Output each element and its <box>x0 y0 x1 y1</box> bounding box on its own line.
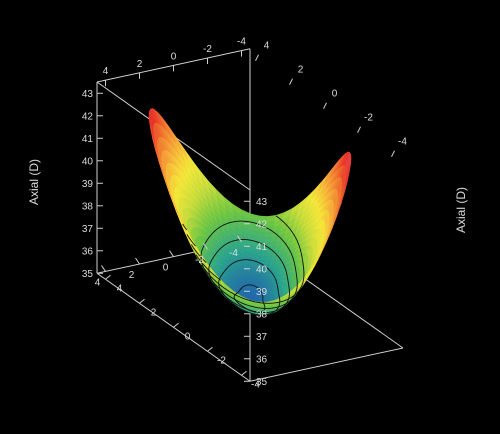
x-tick-label-top: -4 <box>237 37 246 48</box>
z-tick-label-left: 38 <box>82 201 94 212</box>
y-tick-top <box>391 150 395 157</box>
y-tick-top <box>255 54 259 61</box>
x-tick-bottom <box>237 235 242 243</box>
x-tick-label-bottom: 2 <box>129 270 135 281</box>
contour-line <box>200 220 298 309</box>
y-tick-label-bottom: -2 <box>217 355 226 366</box>
x-tick-bottom <box>203 242 208 250</box>
x-tick-bottom <box>135 257 140 265</box>
contour-line <box>182 223 188 231</box>
x-tick-label-top: 4 <box>103 66 109 77</box>
z-tick-label-left: 40 <box>82 156 94 167</box>
z-tick-label-right: 38 <box>256 309 268 320</box>
z-tick-label-left: 36 <box>82 246 94 257</box>
z-tick-label-left: 41 <box>82 134 94 145</box>
y-tick-bottom <box>241 370 247 376</box>
y-tick-label-top: -4 <box>398 137 407 148</box>
y-tick-bottom <box>173 322 179 328</box>
y-tick-top <box>357 126 361 133</box>
y-tick-label-bottom: 2 <box>151 307 157 318</box>
x-tick-label-top: 0 <box>171 51 177 62</box>
y-tick-top <box>323 102 327 109</box>
z-tick-label-left: 37 <box>82 224 94 235</box>
z-tick-label-left: 43 <box>82 89 94 100</box>
z-tick-label-right: 40 <box>256 264 268 275</box>
z-tick-label-right: 35 <box>256 377 268 388</box>
y-tick-label-bottom: 0 <box>185 331 191 342</box>
y-tick-bottom <box>207 346 213 352</box>
y-tick-label-top: -2 <box>364 113 373 124</box>
y-tick-label-top: 4 <box>264 41 270 52</box>
z-axis-label-right: Axial (D) <box>454 187 468 233</box>
axis-ticks: 3535363637373838393940404141424243434422… <box>82 37 408 391</box>
z-tick-label-right: 42 <box>256 219 268 230</box>
z-tick-label-right: 36 <box>256 354 268 365</box>
z-tick-label-left: 39 <box>82 179 94 190</box>
box-edge <box>249 347 404 382</box>
x-tick-label-top: 2 <box>137 59 143 70</box>
z-tick-label-left: 35 <box>82 269 94 280</box>
y-tick-bottom <box>139 298 145 304</box>
contour-line <box>191 244 207 264</box>
y-tick-label-bottom: -4 <box>251 379 260 390</box>
x-tick-label-bottom: -4 <box>229 248 238 259</box>
contour-lines <box>179 214 305 316</box>
x-tick-label-top: -2 <box>203 44 212 55</box>
y-tick-bottom <box>105 274 111 280</box>
x-tick-label-bottom: 4 <box>95 277 101 288</box>
contour-line <box>195 254 221 281</box>
x-tick-bottom <box>169 250 174 257</box>
z-tick-label-right: 43 <box>256 197 268 208</box>
y-tick-top <box>289 78 293 85</box>
contour-line <box>186 234 196 247</box>
contour-line <box>208 239 290 313</box>
z-axis-label-left: Axial (D) <box>27 159 41 205</box>
y-tick-label-top: 2 <box>298 65 304 76</box>
y-tick-label-top: 0 <box>332 89 338 100</box>
y-tick-label-bottom: 4 <box>117 283 123 294</box>
contour-line <box>218 259 281 316</box>
z-tick-label-right: 39 <box>256 287 268 298</box>
z-tick-label-left: 42 <box>82 111 94 122</box>
x-tick-bottom <box>101 265 106 272</box>
x-tick-label-bottom: 0 <box>163 263 169 274</box>
surface-patch <box>340 180 348 202</box>
z-tick-label-right: 41 <box>256 242 268 253</box>
z-tick-label-right: 37 <box>256 332 268 343</box>
x-tick-label-bottom: -2 <box>195 255 204 266</box>
contour-line <box>201 215 305 304</box>
